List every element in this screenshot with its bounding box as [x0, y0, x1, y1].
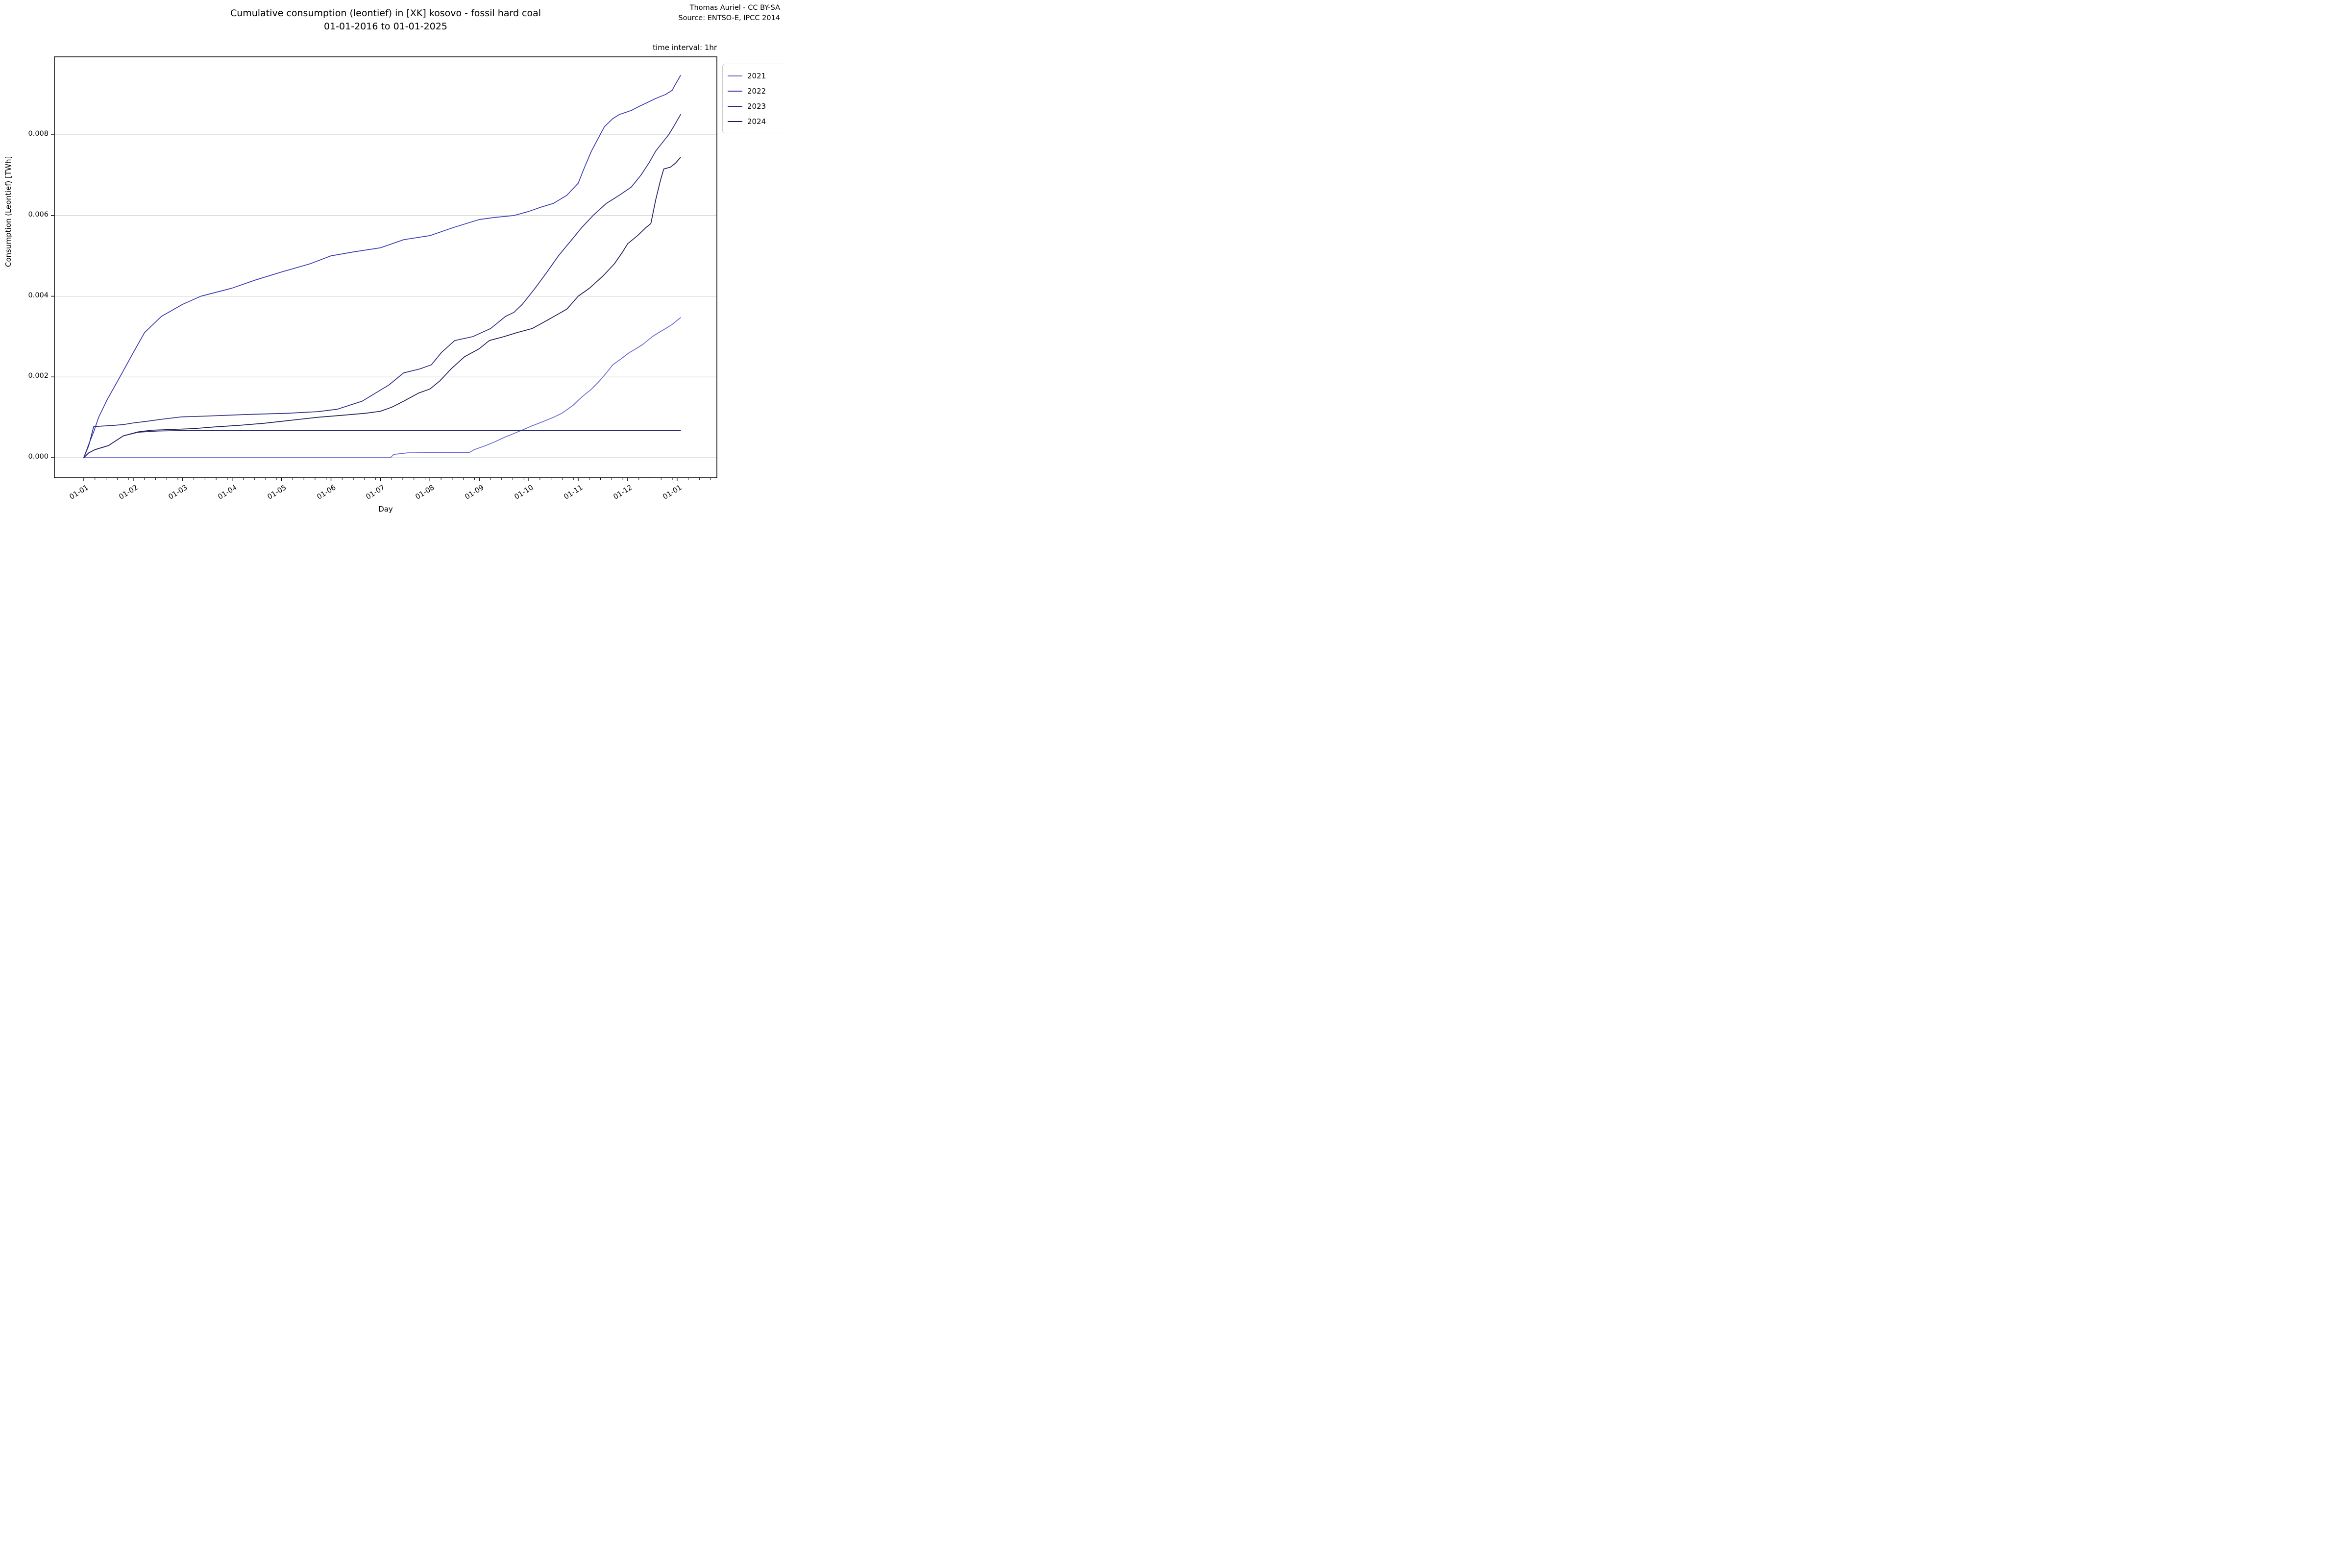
time-interval-note: time interval: 1hr: [653, 43, 717, 52]
legend-item-2021: 2021: [728, 68, 784, 83]
plot-canvas: [51, 56, 717, 481]
attribution-source: Source: ENTSO-E, IPCC 2014: [678, 14, 780, 22]
legend-label: 2021: [747, 71, 766, 80]
attribution: Thomas Auriel - CC BY-SA Source: ENTSO-E…: [678, 3, 780, 24]
y-axis-label: Consumption (Leontief) [TWh]: [4, 156, 13, 267]
legend-item-2022: 2022: [728, 83, 784, 98]
legend-item-2023: 2023: [728, 98, 784, 114]
chart-title-line2: 01-01-2016 to 01-01-2025: [324, 21, 447, 32]
axes-frame: [54, 56, 717, 478]
attribution-author: Thomas Auriel - CC BY-SA: [689, 4, 780, 12]
legend-swatch-2023: [728, 105, 742, 107]
y-tick-label: 0.000: [28, 453, 49, 461]
series-line-2024: [83, 157, 681, 458]
legend-label: 2024: [747, 117, 766, 126]
y-tick-label: 0.004: [28, 291, 49, 299]
series-line-2022: [83, 75, 681, 458]
chart-title-line1: Cumulative consumption (leontief) in [XK…: [230, 8, 541, 19]
y-tick-label: 0.002: [28, 372, 49, 380]
legend-swatch-2022: [728, 90, 742, 92]
y-tick-label: 0.006: [28, 210, 49, 219]
legend-swatch-2021: [728, 75, 742, 76]
legend-item-2024: 2024: [728, 114, 784, 129]
series-line-2023: [83, 114, 681, 458]
chart-title: Cumulative consumption (leontief) in [XK…: [92, 7, 680, 33]
legend: 2021 2022 2023 2024: [722, 64, 784, 133]
series-line-unlabeled-flat: [83, 430, 681, 458]
y-tick-label: 0.008: [28, 130, 49, 138]
legend-label: 2023: [747, 101, 766, 111]
legend-label: 2022: [747, 86, 766, 96]
figure-root: Cumulative consumption (leontief) in [XK…: [0, 0, 784, 523]
x-axis-label: Day: [378, 505, 393, 514]
legend-swatch-2024: [728, 121, 742, 122]
series-line-2021: [83, 317, 681, 458]
